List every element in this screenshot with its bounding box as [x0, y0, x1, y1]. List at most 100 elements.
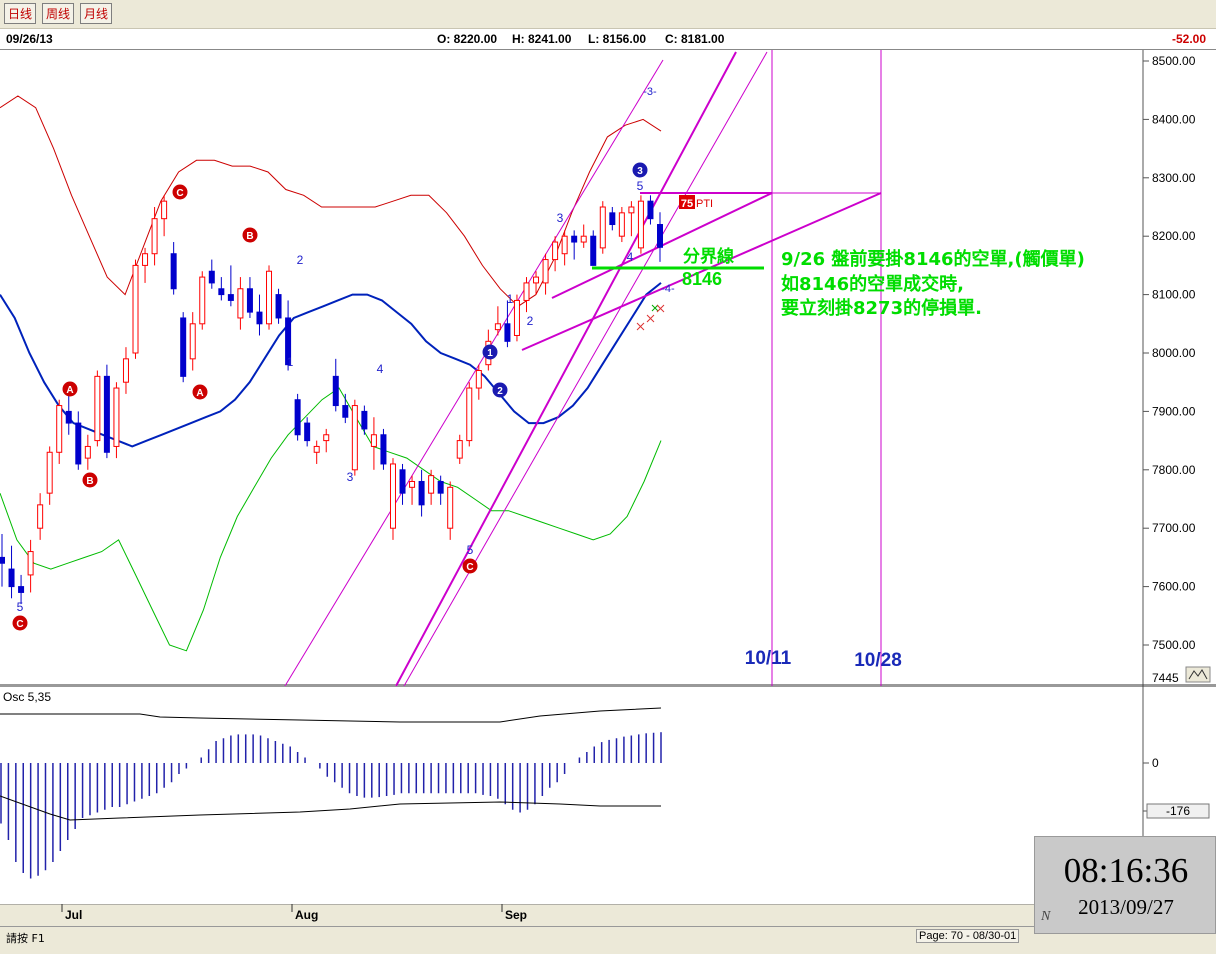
candle — [361, 405, 368, 435]
candle — [132, 259, 139, 359]
svg-text:1: 1 — [487, 348, 493, 359]
candle-body — [37, 504, 44, 529]
candle — [561, 230, 568, 266]
divider-label: 分界線 — [683, 246, 734, 267]
candle — [399, 463, 406, 505]
candle-body — [456, 440, 463, 459]
upper-band-line — [0, 95, 662, 307]
green-x-marker — [651, 304, 659, 312]
wave-label-5c: 5 — [637, 179, 644, 193]
candle — [523, 277, 530, 313]
candle-body — [237, 288, 244, 319]
candle-body — [199, 276, 206, 325]
tab-daily[interactable]: 日线 — [4, 3, 37, 24]
price-tick-label: 8500.00 — [1152, 54, 1196, 68]
candle-body — [304, 422, 311, 442]
candle-body — [103, 375, 110, 453]
candle — [142, 247, 149, 283]
pti-badge: 75 PTI — [679, 195, 713, 210]
candle-body — [399, 469, 406, 494]
high-value: H: 8241.00 — [512, 32, 572, 46]
osc-tick-box — [1146, 803, 1210, 819]
candle-body — [246, 288, 253, 313]
candle-body — [323, 434, 330, 442]
candle-body — [580, 235, 587, 243]
note-line-2: 如8146的空單成交時, — [781, 273, 964, 295]
candle — [294, 393, 301, 441]
candle-body — [380, 434, 387, 465]
pti-value: 75 — [681, 198, 693, 210]
candle — [428, 469, 435, 505]
candle-body — [142, 253, 149, 266]
candle — [180, 312, 187, 383]
candle-body — [218, 288, 225, 296]
candle-body — [628, 206, 635, 214]
candle — [227, 265, 234, 307]
candle-body — [313, 445, 320, 453]
bar-date: 09/26/13 — [6, 32, 53, 46]
marker-a2: A — [192, 384, 208, 400]
candle — [256, 294, 263, 336]
candle-body — [180, 317, 187, 377]
oscillator-chart[interactable]: Osc 5,35 0 -176 — [0, 686, 1216, 904]
candle-body — [27, 551, 34, 576]
svg-text:C: C — [16, 619, 23, 630]
marker-b2: B — [242, 227, 258, 243]
candle-body — [256, 311, 263, 325]
candle-body — [132, 264, 139, 354]
candle-body — [56, 405, 63, 453]
clock-time: 08:16:36 — [1063, 851, 1189, 890]
wave-circle-2: 2 — [492, 382, 508, 398]
lower-band-line — [0, 387, 662, 652]
price-tick-label: 7900.00 — [1152, 404, 1196, 418]
candle — [170, 242, 177, 295]
price-min-label: 7445 — [1152, 671, 1179, 685]
trend-lines — [284, 50, 882, 686]
candle-body — [18, 586, 25, 593]
tab-monthly[interactable]: 月线 — [80, 3, 113, 24]
note-line-3: 要立刻掛8273的停損單. — [781, 297, 982, 319]
candle-body — [161, 200, 168, 220]
osc-tick-label: 0 — [1152, 756, 1159, 770]
zoom-icon[interactable] — [1185, 666, 1211, 683]
candle — [323, 428, 330, 453]
price-axis: 8500.00 8400.00 8300.00 8200.00 8100.00 8000.… — [1143, 54, 1196, 685]
candle — [590, 230, 597, 266]
time-tick-label: Aug — [295, 908, 318, 922]
date-label-1028: 10/28 — [854, 650, 902, 671]
candle-body — [94, 375, 101, 442]
time-axis-ticks: Jul Aug Sep — [61, 904, 527, 922]
tab-weekly[interactable]: 周线 — [42, 3, 75, 24]
candle — [351, 399, 358, 476]
candle-body — [418, 480, 425, 506]
osc-upper-envelope — [0, 707, 662, 723]
price-tick-label: 7500.00 — [1152, 638, 1196, 652]
close-value: C: 8181.00 — [665, 32, 725, 46]
candle — [342, 393, 349, 424]
wave-label-5b: 5 — [467, 543, 474, 557]
wave-label-3: 3 — [347, 470, 354, 484]
candle-body — [618, 212, 625, 237]
price-chart[interactable]: 8500.00 8400.00 8300.00 8200.00 8100.00 8000.… — [0, 50, 1216, 686]
candle-body — [552, 241, 559, 261]
status-hint: 請按 F1 — [6, 932, 45, 945]
svg-text:C: C — [176, 188, 183, 199]
candle — [637, 195, 644, 254]
candle — [218, 277, 225, 301]
wave-circle-1: 1 — [482, 344, 498, 360]
osc-lower-envelope — [0, 795, 661, 821]
candle — [56, 399, 63, 464]
pti-text: PTI — [696, 198, 713, 210]
candle-body — [361, 410, 368, 430]
candle — [466, 382, 473, 447]
candle-body — [275, 294, 282, 319]
candle-body — [122, 358, 129, 383]
candle — [266, 265, 273, 330]
time-axis: Jul Aug Sep — [0, 904, 1216, 926]
candle-body — [637, 200, 644, 249]
candle-body — [65, 410, 72, 424]
candle — [437, 475, 444, 505]
price-tick-label: 7600.00 — [1152, 580, 1196, 594]
wave-label-1: 1 — [287, 355, 294, 369]
candle-body — [189, 323, 196, 360]
